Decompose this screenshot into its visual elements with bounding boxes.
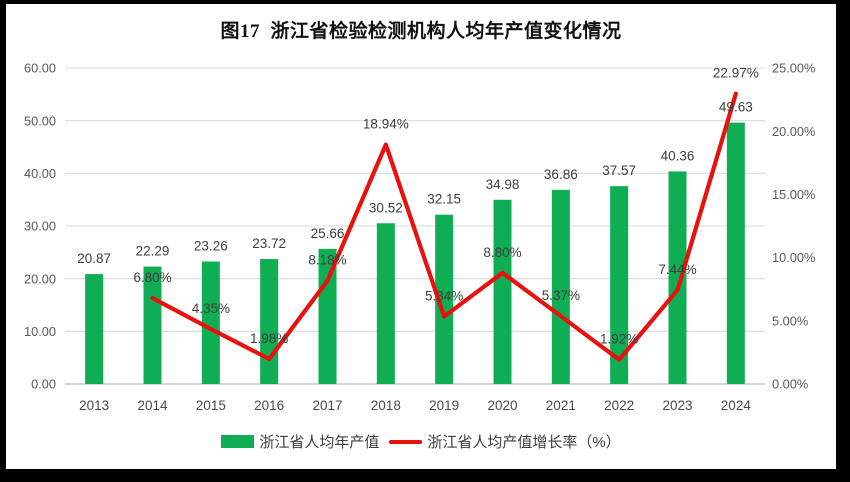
- line-value-label: 8.80%: [483, 245, 521, 260]
- bar-2013: [85, 274, 104, 384]
- x-axis-label: 2020: [487, 398, 517, 413]
- line-value-label: 4.35%: [192, 301, 230, 316]
- x-axis-label: 2013: [79, 398, 109, 413]
- right-axis-tick: 10.00%: [772, 250, 815, 265]
- left-axis-labels: 0.00 10.00 20.00 30.00 40.00 50.00 60.00: [24, 61, 56, 392]
- bar-2021: [551, 189, 570, 384]
- line-value-label: 5.34%: [425, 289, 463, 304]
- chart-title: 图17 浙江省检验检测机构人均年产值变化情况: [220, 21, 622, 42]
- left-axis-tick: 60.00: [24, 61, 56, 76]
- left-axis-tick: 10.00: [24, 324, 56, 339]
- legend-item-bar: 浙江省人均年产值: [221, 431, 379, 452]
- bar-2022: [610, 186, 629, 384]
- bar-value-label: 25.66: [311, 226, 345, 241]
- left-axis-tick: 40.00: [24, 166, 56, 181]
- bar-2016: [260, 259, 279, 384]
- x-axis-label: 2019: [429, 398, 459, 413]
- bar-value-label: 23.72: [252, 236, 286, 251]
- line-value-label: 5.37%: [542, 288, 580, 303]
- line-value-label: 1.92%: [600, 332, 638, 347]
- bars-series: [85, 122, 745, 385]
- left-axis-tick: 20.00: [24, 271, 56, 286]
- bar-value-label: 30.52: [369, 200, 403, 215]
- bar-2014: [143, 266, 162, 384]
- x-axis-label: 2021: [546, 398, 576, 413]
- legend: 浙江省人均年产值 浙江省人均产值增长率（%）: [6, 431, 836, 452]
- right-axis-labels: 0.00% 5.00% 10.00% 15.00% 20.00% 25.00%: [772, 61, 815, 392]
- x-axis-label: 2018: [371, 398, 401, 413]
- line-value-label: 8.18%: [308, 253, 346, 268]
- legend-line-swatch-icon: [389, 439, 423, 444]
- right-axis-tick: 25.00%: [772, 61, 815, 76]
- line-value-labels: 6.80% 4.35% 1.98% 8.18% 18.94% 5.34% 8.80% 5.37…: [133, 66, 758, 347]
- x-axis-label: 2016: [254, 398, 284, 413]
- line-value-label: 6.80%: [133, 270, 171, 285]
- x-axis-label: 2023: [662, 398, 692, 413]
- x-axis-label: 2022: [604, 398, 634, 413]
- bar-2020: [493, 199, 512, 384]
- bar-value-labels: 20.87 22.29 23.26 23.72 25.66 30.52 32.15 34.98…: [77, 100, 752, 266]
- bar-value-label: 37.57: [602, 163, 636, 178]
- legend-bar-swatch-icon: [221, 435, 255, 448]
- x-axis-labels: 2013 2014 2015 2016 2017 2018 2019 2020 2021 2022…: [79, 398, 751, 413]
- line-value-label: 1.98%: [250, 331, 288, 346]
- bar-2023: [668, 171, 687, 384]
- x-axis-label: 2024: [721, 398, 752, 413]
- bar-value-label: 36.86: [544, 167, 578, 182]
- growth-rate-line: [150, 91, 738, 362]
- bar-2018: [376, 223, 395, 384]
- x-axis-label: 2014: [137, 398, 168, 413]
- x-axis-label: 2017: [312, 398, 342, 413]
- bar-value-label: 34.98: [486, 177, 520, 192]
- left-axis-tick: 50.00: [24, 113, 56, 128]
- right-axis-tick: 5.00%: [772, 313, 808, 328]
- bar-value-label: 32.15: [427, 192, 461, 207]
- bar-2024: [726, 122, 745, 385]
- right-axis-tick: 15.00%: [772, 187, 815, 202]
- bar-value-label: 22.29: [136, 244, 170, 259]
- left-axis-tick: 0.00: [31, 377, 56, 392]
- line-value-label: 18.94%: [363, 117, 409, 132]
- left-axis-tick: 30.00: [24, 219, 56, 234]
- gridlines: [65, 67, 765, 385]
- bar-value-label: 40.36: [661, 148, 695, 163]
- bar-2015: [201, 261, 220, 384]
- x-axis-label: 2015: [196, 398, 226, 413]
- legend-bar-label: 浙江省人均年产值: [259, 434, 380, 451]
- right-axis-tick: 0.00%: [772, 377, 808, 392]
- legend-item-line: 浙江省人均产值增长率（%）: [389, 431, 621, 452]
- bar-2019: [435, 214, 454, 384]
- bar-value-label: 49.63: [719, 100, 753, 115]
- legend-line-label: 浙江省人均产值增长率（%）: [427, 434, 621, 451]
- chart-frame: 图17 浙江省检验检测机构人均年产值变化情况 0.00 10.00 20.00 30.…: [6, 4, 836, 469]
- bar-value-label: 20.87: [77, 251, 111, 266]
- bar-value-label: 23.26: [194, 238, 228, 253]
- line-value-label: 22.97%: [713, 66, 759, 81]
- line-value-label: 7.44%: [658, 262, 696, 277]
- right-axis-tick: 20.00%: [772, 124, 815, 139]
- bar-2017: [318, 248, 337, 384]
